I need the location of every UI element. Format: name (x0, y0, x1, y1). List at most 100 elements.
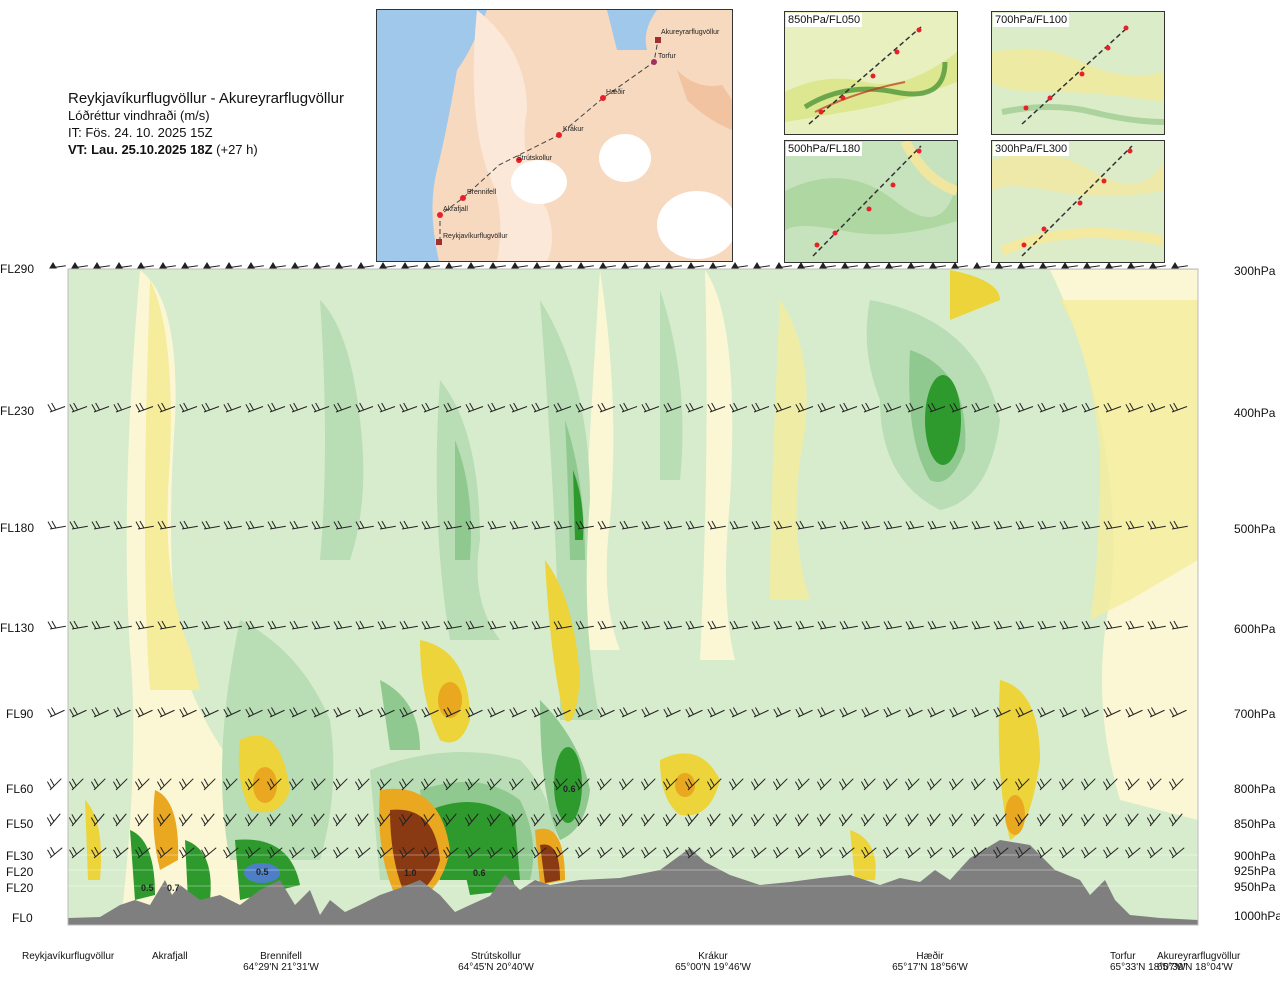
map-sea-west (377, 10, 487, 261)
wind-barb (597, 620, 616, 630)
wind-barb (1125, 846, 1141, 859)
wind-barb (597, 402, 616, 413)
wind-barb (487, 620, 506, 630)
wind-barb (707, 520, 726, 530)
wind-barb (421, 520, 440, 530)
wind-barb (1036, 778, 1052, 791)
wind-barb (1039, 262, 1056, 269)
route-map-svg: Akureyrarflugvöllur Torfur Hæðir Krákur … (377, 10, 732, 261)
pressure-label: 500hPa (1234, 522, 1276, 536)
wind-barb (1105, 262, 1122, 269)
wind-barb (992, 813, 1007, 827)
wind-barb (266, 778, 282, 791)
wind-barb (553, 520, 572, 530)
wind-barb (487, 707, 505, 718)
wind-barb (905, 846, 921, 859)
panel-850hpa: 850hPa/FL050 (784, 11, 958, 135)
wind-barb (1103, 620, 1122, 630)
map-point-krakur (556, 132, 562, 138)
wind-barb (333, 520, 352, 530)
location-label: Torfur 65°33'N 18°07'W (1110, 951, 1186, 973)
wind-barb (927, 620, 946, 630)
wind-barb (971, 846, 987, 859)
wind-barb (1127, 262, 1144, 269)
map-label-5: Brennifell (467, 189, 497, 196)
wind-barb (1015, 707, 1033, 718)
wind-barb (773, 846, 789, 859)
map-point-haedir (600, 95, 606, 101)
wind-barb (795, 520, 814, 530)
wind-barb (951, 262, 968, 269)
wind-barb (355, 846, 371, 859)
wind-barb (1061, 262, 1078, 269)
wind-barb (222, 778, 238, 791)
map-point-strutskollur (516, 157, 522, 163)
wind-barb (465, 402, 484, 413)
wind-barb (816, 813, 831, 827)
wind-barb (333, 846, 349, 859)
fl-label: FL60 (6, 782, 34, 796)
fl-label: FL180 (0, 521, 35, 535)
wind-barb (575, 707, 593, 718)
wind-barb (115, 262, 132, 269)
wind-barb (1169, 402, 1188, 413)
wind-barb (399, 402, 418, 413)
wind-barb (1036, 813, 1051, 827)
wind-barb (1015, 520, 1034, 530)
wind-barb (905, 707, 923, 718)
wind-barb (971, 520, 990, 530)
wind-barb (577, 262, 594, 269)
location-coord: 65°33'N 18°07'W (1110, 962, 1186, 973)
wind-barb (376, 778, 392, 791)
wind-barb (795, 402, 814, 413)
wind-barb (838, 813, 853, 827)
wind-barb (927, 402, 946, 413)
wind-barb (685, 402, 704, 413)
wind-barb (575, 402, 594, 413)
wind-barb (751, 620, 770, 630)
valid-time-line: VT: Lau. 25.10.2025 18Z (+27 h) (68, 141, 344, 158)
map-point-akrafjall (437, 212, 443, 218)
wind-barb (883, 846, 899, 859)
wind-barb (91, 707, 109, 718)
wind-barb (531, 620, 550, 630)
location-name: Akrafjall (152, 951, 188, 962)
wind-barb (729, 620, 748, 630)
wind-barb (553, 707, 571, 718)
panel-850hpa-svg (785, 12, 957, 134)
wind-barb (442, 778, 458, 791)
wind-barb (1014, 778, 1030, 791)
wind-barb (619, 402, 638, 413)
map-label-4: Strútskollur (517, 155, 553, 162)
wind-barb (465, 707, 483, 718)
wind-barb (288, 813, 303, 827)
wind-barb (1015, 846, 1031, 859)
wind-barb (311, 402, 330, 413)
wind-barb (684, 778, 700, 791)
wind-barb (90, 778, 106, 791)
wind-barb (113, 620, 132, 630)
wind-barb (134, 778, 150, 791)
wind-barb (377, 707, 395, 718)
wind-barb (949, 402, 968, 413)
wind-barb (882, 778, 898, 791)
wind-barb (113, 402, 132, 413)
wind-barb (927, 520, 946, 530)
wind-barb (69, 520, 88, 530)
wind-barb (68, 778, 84, 791)
wind-barb (772, 813, 787, 827)
wind-barb (47, 846, 63, 859)
wind-barb (1037, 520, 1056, 530)
location-label: Brennifell 64°29'N 21°31'W (241, 951, 321, 973)
wind-barb (201, 707, 219, 718)
wind-barb (663, 402, 682, 413)
map-lowland (473, 10, 552, 261)
wind-barb (685, 520, 704, 530)
wind-barb (203, 262, 220, 269)
wind-barb (995, 262, 1012, 269)
terrain-profile (68, 840, 1198, 925)
wind-barb (357, 262, 374, 269)
map-fjord-north (607, 10, 657, 50)
pressure-label: 300hPa (1234, 264, 1276, 278)
wind-barb (398, 813, 413, 827)
